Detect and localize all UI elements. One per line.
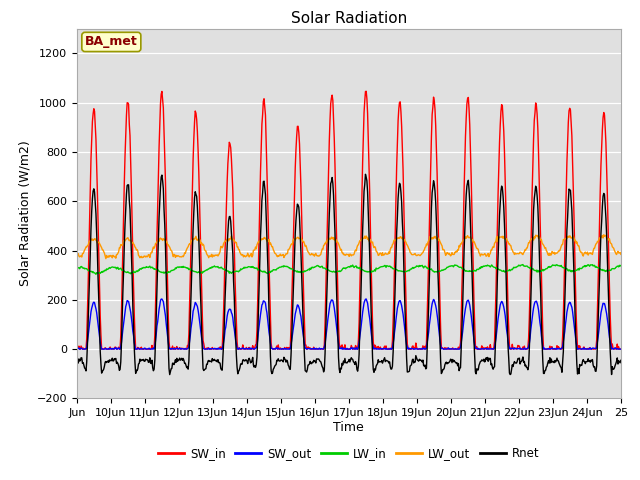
- Line: SW_in: SW_in: [77, 91, 621, 349]
- SW_in: [138, 344, 145, 350]
- LW_out: [237, 252, 245, 258]
- Line: LW_in: LW_in: [77, 264, 621, 274]
- LW_in: [519, 262, 527, 267]
- LW_in: [406, 268, 413, 274]
- Rnet: [137, 358, 145, 364]
- LW_out: [600, 232, 607, 238]
- Rnet: [617, 358, 625, 363]
- LW_out: [138, 253, 145, 259]
- Rnet: [362, 171, 369, 177]
- Rnet: [166, 372, 173, 377]
- SW_out: [138, 346, 145, 352]
- LW_in: [73, 266, 81, 272]
- LW_in: [138, 266, 145, 272]
- Title: Solar Radiation: Solar Radiation: [291, 11, 407, 26]
- SW_in: [617, 346, 625, 352]
- SW_out: [362, 296, 370, 302]
- SW_in: [285, 345, 292, 351]
- LW_out: [73, 253, 81, 259]
- LW_out: [436, 239, 444, 244]
- LW_in: [285, 265, 292, 271]
- X-axis label: Time: Time: [333, 421, 364, 434]
- SW_in: [264, 221, 272, 227]
- SW_in: [74, 346, 81, 352]
- LW_out: [102, 256, 109, 262]
- Line: LW_out: LW_out: [77, 235, 621, 259]
- LW_out: [264, 238, 272, 244]
- LW_in: [436, 268, 444, 274]
- SW_in: [437, 326, 445, 332]
- SW_out: [406, 346, 414, 352]
- LW_in: [92, 271, 100, 277]
- SW_out: [264, 323, 272, 328]
- Rnet: [406, 363, 414, 369]
- Rnet: [237, 361, 245, 367]
- LW_in: [617, 263, 625, 268]
- LW_in: [237, 267, 245, 273]
- Line: SW_out: SW_out: [77, 299, 621, 349]
- SW_out: [437, 342, 445, 348]
- SW_in: [406, 346, 414, 352]
- Text: BA_met: BA_met: [85, 36, 138, 48]
- SW_out: [617, 346, 625, 352]
- Legend: SW_in, SW_out, LW_in, LW_out, Rnet: SW_in, SW_out, LW_in, LW_out, Rnet: [154, 442, 544, 465]
- Line: Rnet: Rnet: [77, 174, 621, 374]
- SW_out: [237, 346, 245, 352]
- SW_in: [362, 88, 370, 94]
- SW_out: [73, 345, 81, 351]
- Rnet: [73, 359, 81, 364]
- SW_out: [74, 346, 81, 352]
- SW_in: [237, 346, 245, 352]
- LW_in: [264, 270, 272, 276]
- LW_out: [406, 247, 413, 252]
- LW_out: [285, 246, 292, 252]
- Rnet: [264, 276, 272, 282]
- Rnet: [285, 363, 292, 369]
- LW_out: [617, 252, 625, 257]
- SW_out: [285, 346, 292, 352]
- Y-axis label: Solar Radiation (W/m2): Solar Radiation (W/m2): [18, 141, 31, 287]
- SW_in: [73, 345, 81, 351]
- Rnet: [437, 359, 445, 364]
